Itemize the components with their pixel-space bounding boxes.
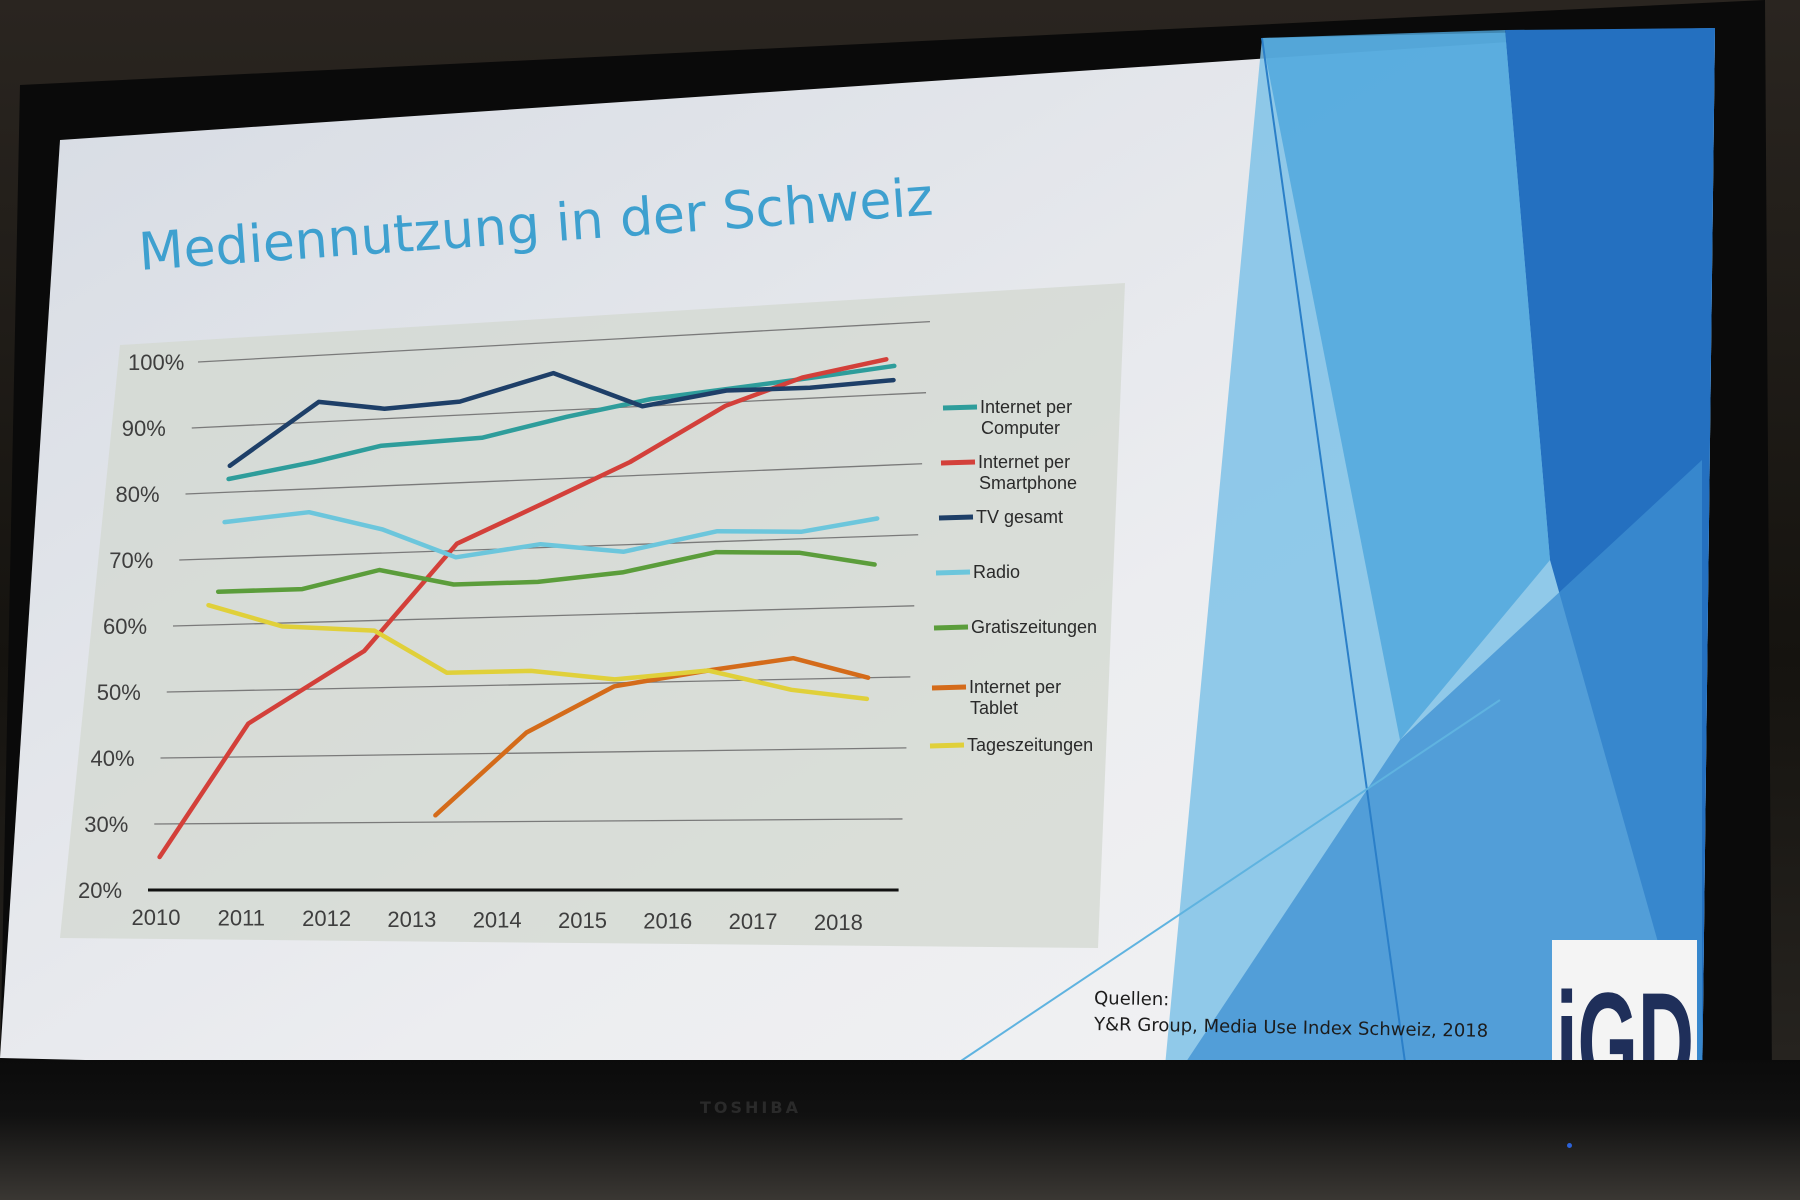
y-tick-label: 80%: [116, 482, 160, 507]
y-tick-label: 50%: [97, 680, 141, 705]
legend-swatch: [935, 569, 971, 576]
legend-label: Tageszeitungen: [967, 735, 1093, 755]
series-line-5: [433, 655, 871, 818]
gridline: [160, 747, 907, 759]
y-tick-label: 60%: [103, 614, 147, 639]
monitor-brand: TOSHIBA: [700, 1098, 801, 1117]
series-line-3: [222, 509, 880, 560]
gridline: [179, 534, 919, 561]
x-tick-label: 2017: [729, 909, 778, 934]
y-tick-label: 90%: [122, 416, 166, 441]
legend-swatch: [929, 742, 965, 749]
source-heading: Quellen:: [1094, 988, 1170, 1010]
gridline: [172, 605, 915, 627]
gridline: [154, 818, 903, 825]
x-tick-label: 2011: [218, 906, 265, 931]
series-line-6: [206, 602, 870, 702]
power-led-icon: [1567, 1143, 1572, 1148]
y-tick-label: 100%: [128, 350, 184, 375]
gridline: [185, 463, 923, 495]
x-tick-label: 2014: [473, 907, 522, 932]
x-tick-label: 2018: [814, 910, 863, 935]
legend-swatch: [933, 624, 969, 631]
y-tick-label: 30%: [84, 812, 128, 837]
x-tick-label: 2012: [302, 906, 351, 931]
legend-label: Smartphone: [979, 473, 1077, 493]
y-tick-label: 20%: [78, 878, 122, 903]
legend-swatch: [938, 514, 974, 521]
x-tick-label: 2010: [132, 905, 181, 930]
x-tick-label: 2015: [558, 908, 607, 933]
legend-label: Internet per: [978, 452, 1070, 472]
deco-line: [1261, 37, 1411, 1099]
y-tick-label: 40%: [91, 746, 135, 771]
legend-label: Radio: [973, 562, 1020, 582]
deco-shape-lower: [1162, 460, 1702, 1098]
gridline: [166, 676, 911, 693]
x-tick-label: 2016: [643, 909, 692, 934]
legend-swatch: [931, 684, 967, 691]
legend-label: Tablet: [970, 698, 1018, 718]
legend-swatch: [940, 459, 976, 466]
legend-swatch: [942, 404, 978, 411]
y-tick-label: 70%: [109, 548, 153, 573]
deco-shape-mid: [1262, 30, 1550, 740]
chart-panel: [60, 283, 1125, 948]
legend-label: Computer: [981, 418, 1060, 438]
gridline: [197, 320, 930, 363]
series-line-2: [227, 370, 896, 469]
legend-label: Internet per: [980, 397, 1072, 417]
monitor-bezel: [0, 1060, 1800, 1200]
deco-line-2: [939, 699, 1501, 1076]
series-line-4: [215, 549, 877, 594]
legend-label: Internet per: [969, 677, 1061, 697]
x-tick-label: 2013: [387, 907, 436, 932]
line-chart: 20% 30% 40% 50% 60% 70% 80% 90% 100% 2010 2011 2012…: [78, 320, 930, 935]
legend-label: Gratiszeitungen: [971, 617, 1097, 637]
gridline: [191, 392, 927, 429]
legend-label: TV gesamt: [976, 507, 1063, 527]
